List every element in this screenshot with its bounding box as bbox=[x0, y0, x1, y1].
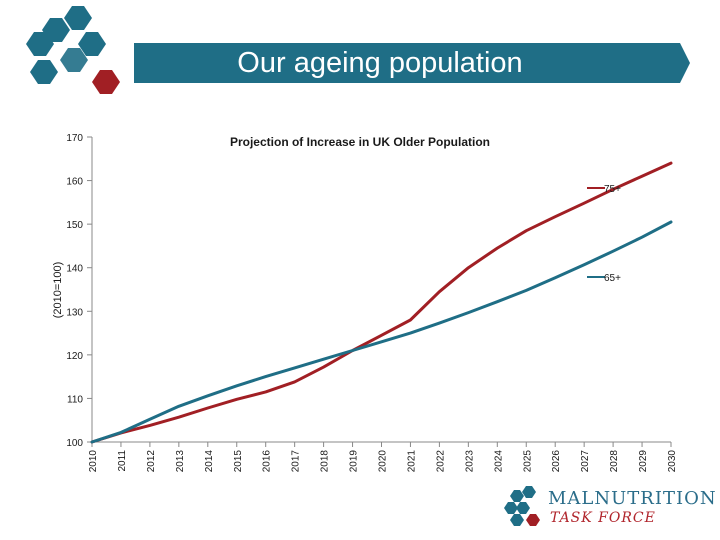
x-tick-label: 2027 bbox=[580, 450, 591, 473]
brand-subtitle: TASK FORCE bbox=[550, 510, 656, 526]
x-tick-label: 2012 bbox=[146, 450, 157, 473]
brand-name: MALNUTRITION bbox=[548, 488, 717, 509]
x-tick-label: 2011 bbox=[117, 450, 128, 472]
chart-legend: 75+ 65+ bbox=[587, 184, 621, 284]
x-tick-label: 2020 bbox=[378, 450, 389, 473]
y-tick-label: 100 bbox=[66, 438, 83, 449]
y-tick-label: 130 bbox=[66, 307, 83, 318]
series-lines bbox=[90, 161, 673, 444]
logo-hex-4 bbox=[26, 32, 54, 56]
brand-hex-5 bbox=[510, 514, 524, 526]
title-banner bbox=[134, 43, 690, 83]
series-line-65-plus bbox=[90, 220, 673, 444]
y-tick-label: 160 bbox=[66, 177, 83, 188]
y-axis-label: (2010=100) bbox=[52, 262, 64, 319]
y-axis-ticks: 100 110 120 130 140 150 160 170 bbox=[66, 133, 92, 449]
brand-hex-3 bbox=[504, 502, 518, 514]
brand-logo-icon bbox=[504, 486, 540, 526]
y-tick-label: 170 bbox=[66, 133, 83, 144]
y-tick-label: 140 bbox=[66, 264, 83, 275]
x-tick-label: 2010 bbox=[88, 450, 99, 473]
legend-label: 65+ bbox=[604, 273, 621, 284]
x-tick-label: 2015 bbox=[233, 450, 244, 473]
chart-title: Projection of Increase in UK Older Popul… bbox=[230, 135, 490, 149]
x-tick-label: 2021 bbox=[406, 450, 417, 473]
x-tick-label: 2023 bbox=[464, 450, 475, 473]
x-tick-label: 2013 bbox=[175, 450, 186, 473]
chart-axes bbox=[91, 137, 671, 443]
x-tick-label: 2026 bbox=[551, 450, 562, 473]
y-tick-label: 150 bbox=[66, 220, 83, 231]
legend-label: 75+ bbox=[604, 184, 621, 195]
x-tick-label: 2025 bbox=[522, 450, 533, 473]
x-axis-ticks: 2010 2011 2012 2013 2014 2015 2016 2017 2018 2019… bbox=[88, 442, 678, 472]
company-logo bbox=[26, 6, 120, 94]
x-tick-label: 2018 bbox=[320, 450, 331, 473]
brand-hex-red bbox=[526, 514, 540, 526]
x-tick-label: 2024 bbox=[493, 450, 504, 473]
x-tick-label: 2016 bbox=[262, 450, 273, 473]
y-tick-label: 110 bbox=[67, 394, 83, 405]
title-banner-shape bbox=[134, 43, 690, 83]
logo-hex-red bbox=[92, 70, 120, 94]
x-tick-label: 2019 bbox=[349, 450, 360, 473]
brand-hex-4 bbox=[516, 502, 530, 514]
x-tick-label: 2029 bbox=[638, 450, 649, 473]
x-tick-label: 2014 bbox=[204, 450, 215, 473]
logo-hex-6 bbox=[60, 48, 88, 72]
x-tick-label: 2022 bbox=[435, 450, 446, 473]
logo-hex-1 bbox=[42, 18, 70, 42]
logo-hex-2 bbox=[64, 6, 92, 30]
logo-hex-5 bbox=[30, 60, 58, 84]
x-tick-label: 2028 bbox=[609, 450, 620, 473]
brand-footer: MALNUTRITION TASK FORCE bbox=[500, 484, 716, 532]
x-tick-label: 2017 bbox=[291, 450, 302, 473]
x-tick-label: 2030 bbox=[667, 450, 678, 473]
logo-hex-3 bbox=[78, 32, 106, 56]
slide-title: Our ageing population bbox=[237, 47, 523, 79]
brand-hex-1 bbox=[510, 490, 524, 502]
logo-hexagon-cluster bbox=[26, 6, 120, 94]
series-line-75-plus bbox=[90, 161, 673, 444]
y-tick-label: 120 bbox=[66, 351, 83, 362]
line-chart: Projection of Increase in UK Older Popul… bbox=[52, 133, 678, 472]
brand-hex-2 bbox=[522, 486, 536, 498]
